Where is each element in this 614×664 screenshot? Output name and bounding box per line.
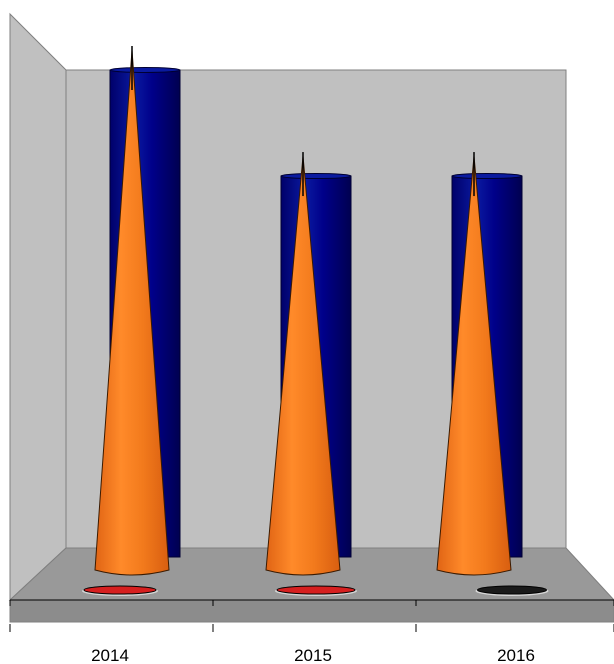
cone-bar <box>436 156 512 576</box>
cylinder-top <box>109 67 181 73</box>
cone-bar <box>265 156 341 576</box>
x-tick-label: 2016 <box>497 646 535 664</box>
side-wall <box>9 12 67 602</box>
disc-mark <box>83 585 157 595</box>
disc-mark <box>477 585 547 595</box>
floor-front <box>9 599 614 623</box>
x-axis: 2014 2015 2016 <box>9 599 614 664</box>
cylinder-top <box>280 173 352 180</box>
cone-bar <box>94 49 170 576</box>
cylinder-top <box>451 173 523 180</box>
chart-marks <box>82 46 549 596</box>
disc-mark <box>276 585 356 595</box>
x-tick-label: 2014 <box>91 646 129 664</box>
x-tick-label: 2015 <box>294 646 332 664</box>
